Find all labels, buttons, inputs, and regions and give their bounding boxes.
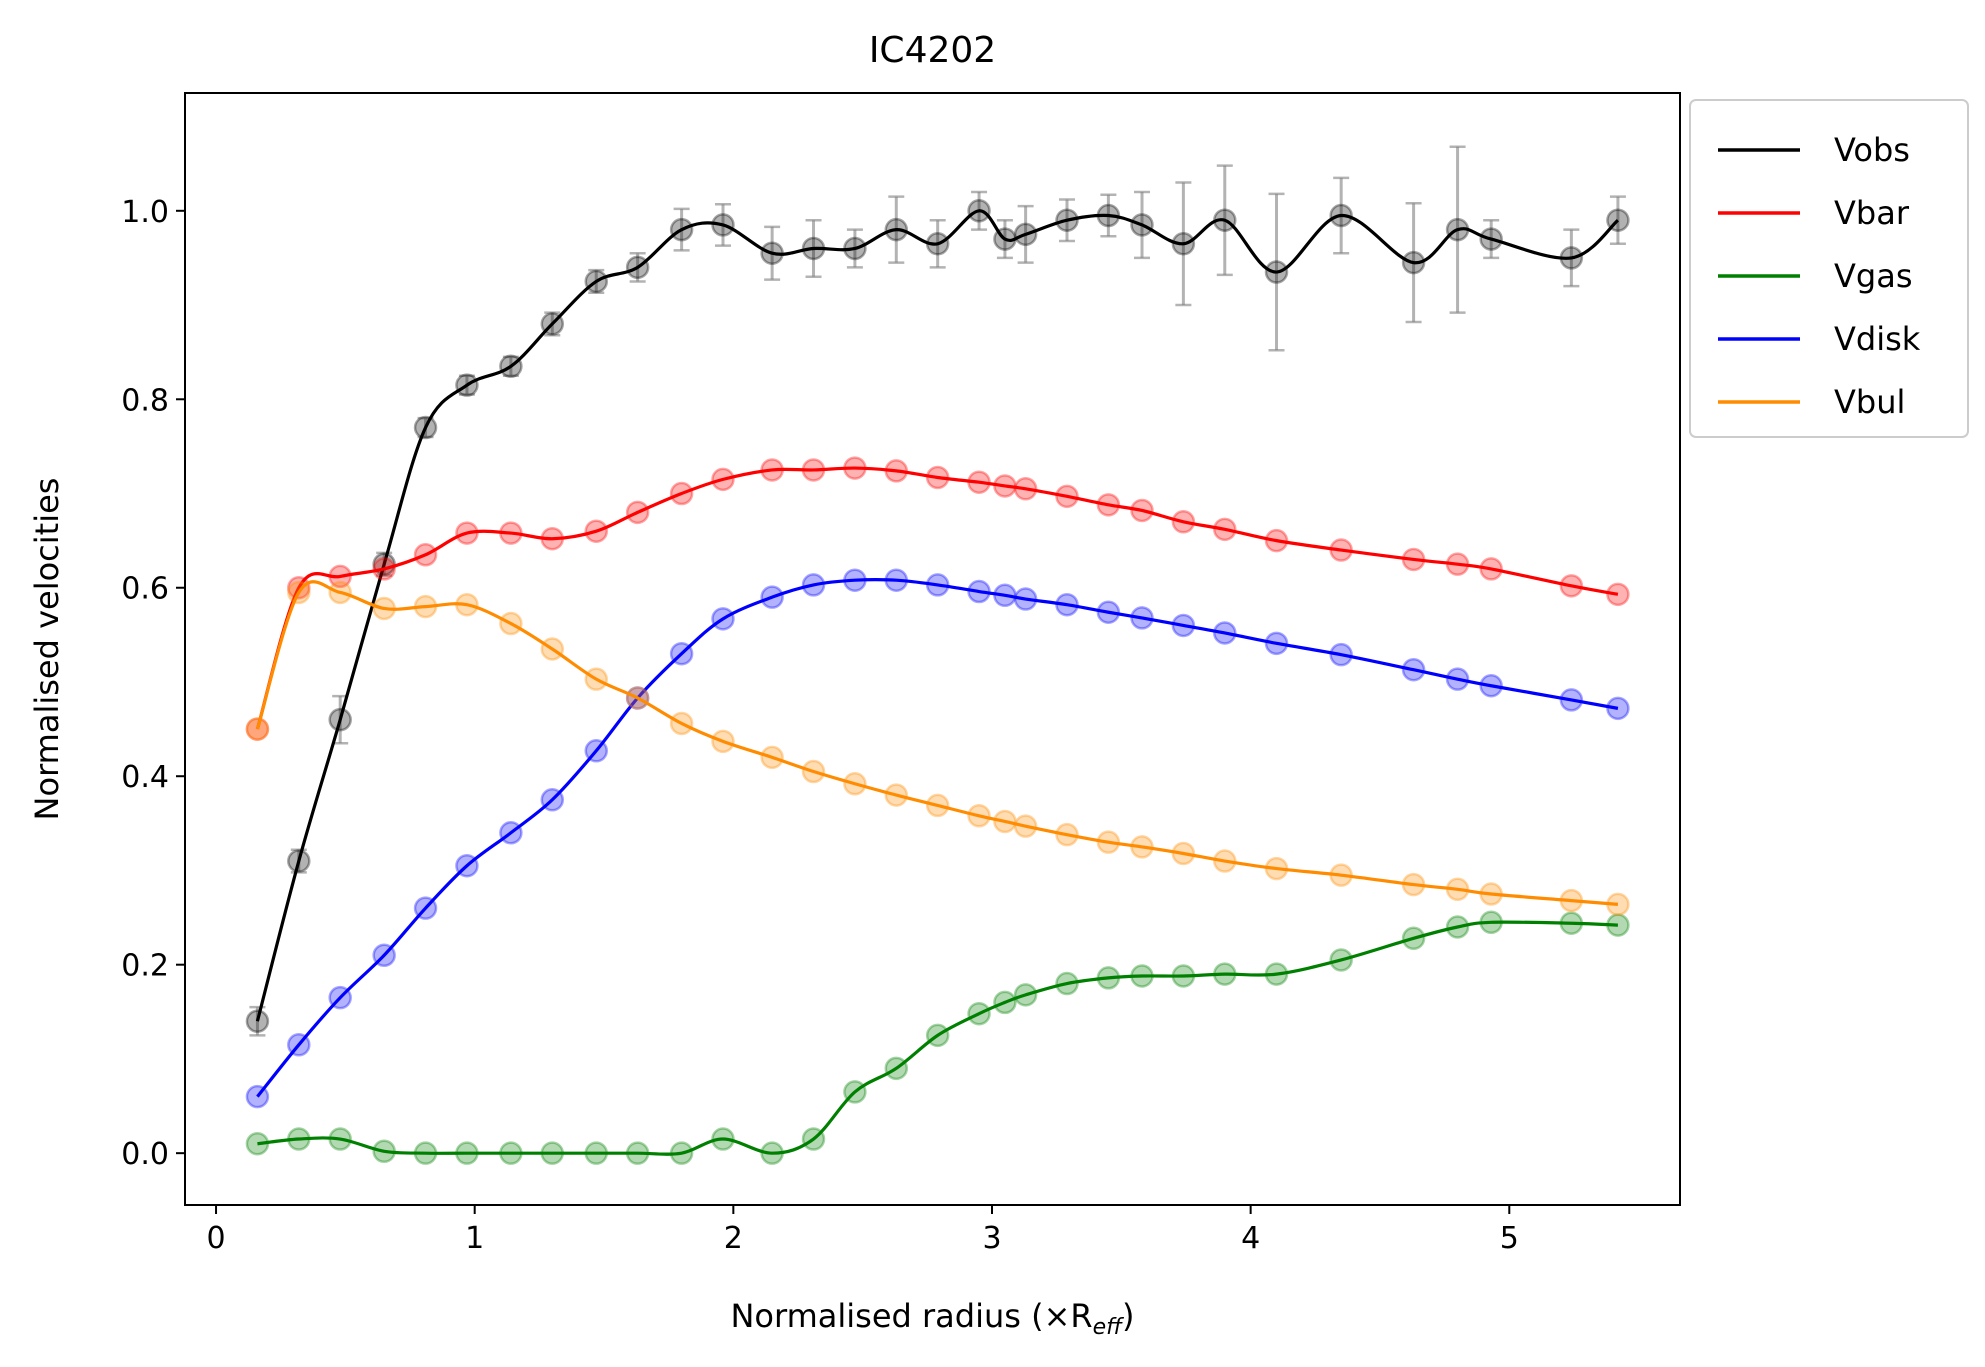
series-line-vgas xyxy=(257,920,1618,1156)
legend-item-vbul: Vbul xyxy=(1718,383,1905,421)
series-vdisk xyxy=(245,568,1630,1109)
legend-label-vobs: Vobs xyxy=(1834,131,1910,169)
series-line-vobs xyxy=(255,209,1620,1022)
series-layer xyxy=(245,145,1630,1165)
legend-item-vbar: Vbar xyxy=(1718,194,1910,232)
series-vbul xyxy=(245,580,1630,917)
legend-item-vgas: Vgas xyxy=(1718,257,1912,295)
x-axis-label-suffix: ) xyxy=(1122,1297,1134,1335)
y-axis-label: Normalised velocities xyxy=(28,478,66,821)
legend-label-vbar: Vbar xyxy=(1834,194,1910,232)
x-tick-label: 3 xyxy=(982,1221,1001,1256)
series-vbar xyxy=(245,456,1630,741)
chart-title: IC4202 xyxy=(869,30,996,71)
x-axis-label-main: Normalised radius (×R xyxy=(730,1297,1092,1335)
data-point-vbar xyxy=(1606,582,1630,607)
series-vobs xyxy=(245,145,1630,1037)
plot-frame xyxy=(184,92,1681,1206)
series-line-vdisk xyxy=(256,578,1619,1098)
y-tick-label: 0.6 xyxy=(121,572,169,607)
x-tick-label: 5 xyxy=(1500,1221,1519,1256)
x-axis-label: Normalised radius (×Reff) xyxy=(730,1297,1134,1340)
legend-item-vdisk: Vdisk xyxy=(1718,320,1921,358)
series-line-vbar xyxy=(255,466,1619,730)
legend: Vobs Vbar Vgas Vdisk Vbul xyxy=(1689,99,1969,438)
series-vgas xyxy=(245,910,1630,1165)
axes-layer: 0 1 2 3 4 5 0.0 0.2 0.4 0.6 0.8 1.0 xyxy=(121,92,1681,1256)
y-tick-label: 0.8 xyxy=(121,383,169,418)
legend-label-vgas: Vgas xyxy=(1834,257,1912,295)
x-axis-label-subscript: eff xyxy=(1093,1315,1125,1340)
legend-label-vbul: Vbul xyxy=(1834,383,1905,421)
legend-box xyxy=(1689,99,1969,438)
data-point-vdisk xyxy=(1606,696,1630,721)
x-tick-label: 4 xyxy=(1241,1221,1260,1256)
x-tick-label: 1 xyxy=(465,1221,484,1256)
y-tick-label: 1.0 xyxy=(121,195,169,230)
y-tick-label: 0.4 xyxy=(121,760,169,795)
data-point-vbar xyxy=(245,717,270,741)
y-tick-label: 0.0 xyxy=(121,1137,169,1172)
data-point-vbul xyxy=(245,717,270,741)
legend-label-vdisk: Vdisk xyxy=(1834,320,1921,358)
series-line-vbul xyxy=(255,580,1619,906)
legend-item-vobs: Vobs xyxy=(1718,131,1910,169)
x-tick-label: 2 xyxy=(724,1221,743,1256)
y-tick-label: 0.2 xyxy=(121,949,169,984)
x-tick-label: 0 xyxy=(206,1221,225,1256)
